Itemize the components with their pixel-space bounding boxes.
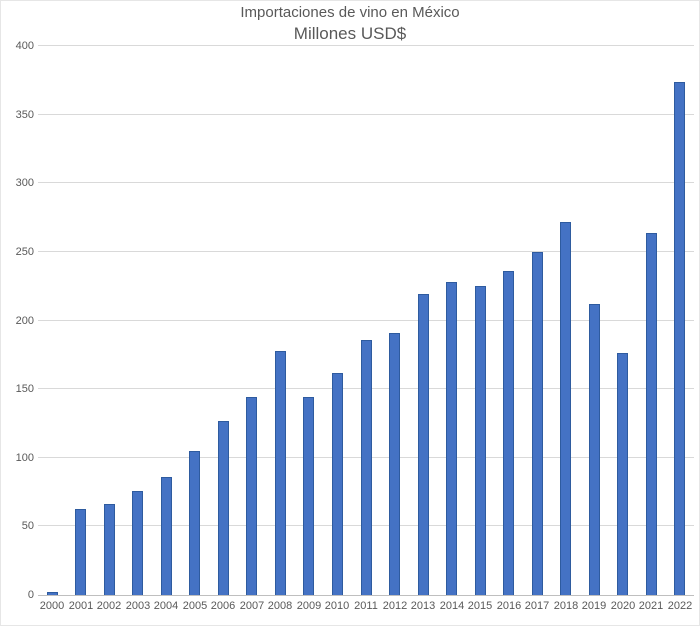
bar-2006 [218, 421, 229, 595]
bar-2018 [560, 222, 571, 595]
bar-2000 [47, 592, 58, 595]
bar-2003 [132, 491, 143, 595]
x-tick-label: 2014 [439, 600, 465, 612]
x-tick-label: 2022 [667, 600, 693, 612]
bar-2011 [361, 340, 372, 595]
bar-2021 [646, 233, 657, 595]
bar-2010 [332, 373, 343, 595]
x-tick-label: 2021 [638, 600, 664, 612]
bar-2007 [246, 397, 257, 595]
gridline [38, 182, 694, 183]
x-tick-label: 2009 [296, 600, 322, 612]
x-tick-label: 2002 [96, 600, 122, 612]
x-tick-label: 2010 [324, 600, 350, 612]
chart-title: Importaciones de vino en México [240, 4, 460, 21]
bar-2012 [389, 333, 400, 595]
y-tick-label: 350 [15, 109, 34, 121]
x-tick-label: 2015 [467, 600, 493, 612]
x-tick-label: 2013 [410, 600, 436, 612]
gridline [38, 114, 694, 115]
x-tick-label: 2006 [210, 600, 236, 612]
x-tick-label: 2011 [354, 600, 378, 612]
plot-area: 0 50 100 150 200 250 300 350 400 2000 2001 2002 2003… [16, 40, 694, 612]
x-tick-label: 2017 [524, 600, 550, 612]
chart-subtitle: Millones USD$ [293, 23, 407, 43]
bar-2013 [418, 294, 429, 595]
bar-2002 [104, 504, 115, 595]
bar-2004 [161, 477, 172, 595]
gridline [38, 45, 694, 46]
gridline [38, 251, 694, 252]
x-tick-label: 2001 [68, 600, 94, 612]
bar-2016 [503, 271, 514, 595]
y-tick-label: 0 [27, 589, 34, 601]
x-tick-label: 2018 [553, 600, 579, 612]
x-tick-label: 2007 [239, 600, 265, 612]
bar-2009 [303, 397, 314, 595]
gridline [38, 320, 694, 321]
y-tick-label: 400 [15, 40, 34, 52]
bar-2020 [617, 353, 628, 595]
bar-2005 [189, 451, 200, 595]
x-tick-label: 2020 [610, 600, 636, 612]
y-tick-label: 200 [15, 315, 34, 327]
bar-2015 [475, 286, 486, 595]
chart-title-block: Importaciones de vino en México Millones… [1, 4, 699, 44]
bar-2001 [75, 509, 86, 595]
bar-2008 [275, 351, 286, 595]
y-tick-label: 100 [15, 452, 34, 464]
x-tick-label: 2012 [382, 600, 408, 612]
x-tick-label: 2003 [125, 600, 151, 612]
x-axis-line [38, 595, 694, 596]
y-tick-label: 300 [15, 177, 34, 189]
x-tick-label: 2004 [153, 600, 179, 612]
bar-2017 [532, 252, 543, 595]
y-tick-label: 50 [21, 520, 34, 532]
x-tick-label: 2008 [267, 600, 293, 612]
bar-2014 [446, 282, 457, 595]
x-tick-label: 2019 [581, 600, 607, 612]
x-tick-label: 2000 [39, 600, 65, 612]
x-tick-label: 2016 [496, 600, 522, 612]
x-tick-label: 2005 [182, 600, 208, 612]
y-tick-label: 250 [15, 246, 34, 258]
bar-2022 [674, 82, 685, 595]
bar-2019 [589, 304, 600, 595]
y-tick-label: 150 [15, 383, 34, 395]
